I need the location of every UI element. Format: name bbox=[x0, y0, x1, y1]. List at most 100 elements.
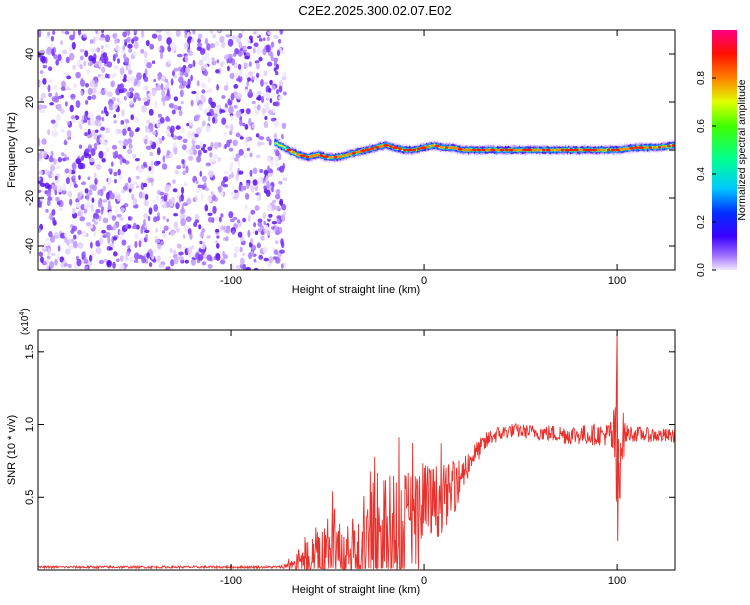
noise-blob bbox=[90, 203, 94, 212]
noise-blob bbox=[181, 159, 185, 165]
noise-blob bbox=[164, 97, 170, 102]
noise-blob bbox=[50, 119, 56, 124]
noise-blob bbox=[234, 157, 239, 162]
noise-blob bbox=[263, 185, 268, 190]
noise-blob bbox=[204, 38, 209, 45]
noise-blob bbox=[102, 185, 107, 192]
noise-blob bbox=[71, 225, 78, 232]
noise-blob bbox=[101, 30, 104, 34]
noise-blob bbox=[192, 59, 196, 68]
noise-blob bbox=[48, 79, 54, 83]
noise-blob bbox=[225, 34, 231, 38]
colorbar-label: Normalized spectral amplitude bbox=[736, 79, 748, 220]
noise-blob bbox=[101, 66, 106, 74]
noise-blob bbox=[119, 255, 124, 262]
noise-blob bbox=[202, 175, 207, 182]
trace-peak bbox=[313, 153, 320, 157]
noise-blob bbox=[264, 116, 268, 120]
noise-blob bbox=[238, 148, 244, 156]
noise-blob bbox=[71, 238, 75, 244]
noise-blob bbox=[129, 87, 134, 93]
noise-blob bbox=[129, 256, 135, 262]
noise-blob bbox=[225, 225, 231, 234]
noise-blob bbox=[197, 38, 202, 44]
noise-blob bbox=[38, 104, 43, 111]
trace-peak bbox=[624, 147, 630, 151]
noise-blob bbox=[221, 117, 227, 125]
noise-blob bbox=[96, 163, 102, 171]
noise-blob bbox=[133, 81, 137, 87]
noise-blob bbox=[226, 139, 231, 148]
noise-blob bbox=[41, 245, 47, 253]
noise-blob bbox=[124, 124, 129, 129]
noise-blob bbox=[132, 197, 138, 206]
noise-blob bbox=[163, 194, 168, 202]
noise-blob bbox=[146, 252, 150, 259]
trace-peak bbox=[648, 146, 653, 150]
noise-blob bbox=[138, 191, 143, 199]
noise-blob bbox=[210, 142, 214, 148]
noise-blob bbox=[165, 30, 170, 36]
noise-blob bbox=[238, 184, 242, 192]
noise-blob bbox=[127, 176, 132, 184]
noise-blob bbox=[118, 140, 122, 144]
noise-blob bbox=[38, 203, 42, 208]
trace-peak bbox=[420, 146, 427, 150]
noise-blob bbox=[168, 198, 172, 206]
noise-blob bbox=[93, 142, 98, 151]
noise-blob bbox=[216, 242, 220, 249]
trace-peak bbox=[392, 146, 399, 150]
noise-blob bbox=[68, 168, 72, 175]
noise-blob bbox=[48, 92, 52, 98]
noise-blob bbox=[178, 76, 184, 84]
noise-blob bbox=[191, 245, 194, 250]
noise-blob bbox=[134, 252, 140, 260]
noise-blob bbox=[83, 203, 89, 210]
noise-blob bbox=[56, 200, 61, 206]
noise-blob bbox=[170, 231, 176, 236]
noise-blob bbox=[209, 152, 213, 158]
noise-blob bbox=[225, 236, 229, 242]
noise-blob bbox=[180, 89, 184, 98]
noise-blob bbox=[50, 150, 54, 157]
noise-blob bbox=[211, 60, 217, 66]
noise-blob bbox=[152, 131, 157, 136]
noise-blob bbox=[249, 169, 253, 177]
noise-blob bbox=[69, 180, 74, 187]
noise-blob bbox=[182, 138, 188, 144]
noise-blob bbox=[256, 197, 260, 202]
noise-blob bbox=[257, 94, 262, 101]
noise-blob bbox=[44, 169, 51, 176]
noise-blob bbox=[43, 151, 47, 159]
noise-blob bbox=[233, 189, 239, 193]
noise-blob bbox=[162, 155, 166, 163]
noise-blob bbox=[38, 183, 41, 189]
noise-blob bbox=[239, 246, 243, 253]
noise-blob bbox=[47, 129, 50, 136]
noise-blob bbox=[93, 230, 96, 238]
noise-blob bbox=[169, 248, 173, 253]
trace-peak bbox=[346, 152, 352, 156]
trace-peak bbox=[452, 146, 459, 150]
noise-blob bbox=[86, 69, 91, 75]
noise-blob bbox=[155, 228, 159, 233]
noise-blob bbox=[266, 228, 271, 236]
noise-blob bbox=[253, 222, 257, 228]
noise-blob bbox=[107, 235, 111, 244]
noise-blob bbox=[200, 147, 205, 151]
noise-blob bbox=[206, 112, 212, 117]
noise-blob bbox=[38, 138, 41, 146]
noise-blob bbox=[178, 251, 184, 256]
noise-blob bbox=[183, 42, 189, 50]
noise-blob bbox=[224, 124, 230, 129]
noise-blob bbox=[219, 259, 226, 265]
noise-blob bbox=[177, 105, 182, 111]
noise-blob bbox=[198, 59, 204, 66]
noise-blob bbox=[115, 53, 118, 58]
noise-blob bbox=[261, 96, 264, 104]
noise-blob bbox=[70, 115, 76, 120]
noise-blob bbox=[251, 123, 255, 129]
noise-blob bbox=[62, 183, 67, 191]
noise-blob bbox=[114, 45, 121, 52]
noise-blob bbox=[45, 35, 51, 40]
